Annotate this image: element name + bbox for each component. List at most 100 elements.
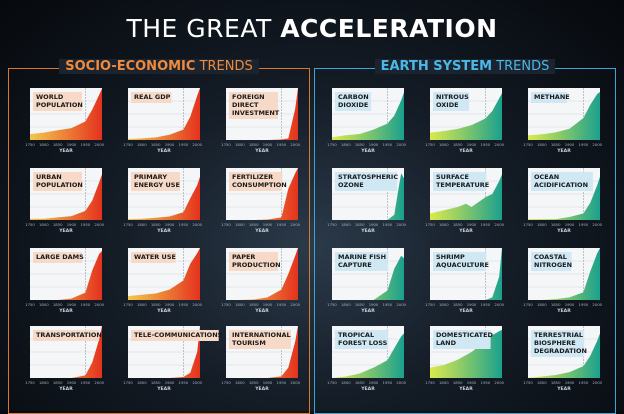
x-tick-label: 1850: [453, 302, 463, 307]
chart-title-line: OXIDE: [436, 101, 459, 109]
x-tick-label: 2000: [494, 302, 504, 307]
x-tick-label: 1950: [81, 222, 91, 227]
x-axis-label: YEAR: [58, 228, 73, 234]
x-tick-label: 1850: [355, 380, 365, 385]
x-tick-label: 1950: [481, 380, 491, 385]
chart-water-use: WATER USE 1750 1800 1850 1900 1950 2000 YEAR: [123, 248, 203, 314]
chart-title-box: [433, 172, 487, 191]
x-tick-label: 1900: [67, 142, 77, 147]
chart-title-box: [131, 330, 219, 341]
earth-panel-title: EARTH SYSTEM TRENDS: [315, 59, 615, 74]
x-tick-label: 2000: [396, 380, 406, 385]
chart-title-box: [33, 330, 100, 341]
x-tick-label: 1950: [277, 302, 287, 307]
series-area: [430, 174, 502, 220]
x-tick-label: 1750: [425, 142, 435, 147]
x-axis-label: YEAR: [58, 386, 73, 392]
x-axis-label: YEAR: [156, 228, 171, 234]
x-tick-label: 1900: [369, 222, 379, 227]
x-tick-label: 1900: [467, 222, 477, 227]
chart-title-box: [433, 92, 470, 111]
x-tick-label: 1900: [467, 380, 477, 385]
chart-title-line: SURFACE: [436, 173, 469, 181]
x-tick-label: 1900: [369, 142, 379, 147]
chart-title-line: DIOXIDE: [338, 101, 368, 109]
x-tick-label: 1950: [481, 222, 491, 227]
chart-title-line: TELE-COMMUNICATIONS: [134, 331, 223, 339]
x-tick-label: 2000: [94, 380, 104, 385]
x-tick-label: 1850: [551, 142, 561, 147]
x-tick-label: 1900: [165, 142, 175, 147]
chart-title-line: PRIMARY: [134, 173, 167, 181]
chart-title-box: [229, 92, 278, 119]
x-tick-label: 1750: [327, 142, 337, 147]
chart-title-box: [335, 330, 389, 349]
x-tick-label: 1850: [249, 380, 259, 385]
chart-title-box: [33, 172, 82, 191]
x-tick-label: 2000: [592, 222, 602, 227]
socio-title-bold: SOCIO-ECONOMIC: [65, 59, 196, 74]
x-tick-label: 1950: [579, 302, 589, 307]
x-tick-label: 1850: [355, 302, 365, 307]
x-axis-label: YEAR: [360, 386, 375, 392]
x-tick-label: 1800: [537, 222, 547, 227]
x-axis-label: YEAR: [254, 148, 269, 154]
x-tick-label: 1850: [551, 222, 561, 227]
x-tick-label: 1850: [249, 142, 259, 147]
x-axis-label: YEAR: [458, 308, 473, 314]
chart-title-line: STRATOSPHERIC: [338, 173, 398, 181]
x-axis-label: YEAR: [458, 148, 473, 154]
chart-title-box: [531, 330, 585, 357]
x-tick-label: 1850: [453, 142, 463, 147]
chart-title-line: CONSUMPTION: [232, 181, 287, 189]
x-tick-label: 2000: [494, 222, 504, 227]
x-axis-label: YEAR: [156, 386, 171, 392]
x-tick-label: 2000: [396, 142, 406, 147]
x-tick-label: 1900: [369, 380, 379, 385]
x-tick-label: 1750: [425, 302, 435, 307]
x-tick-label: 1900: [369, 302, 379, 307]
x-tick-label: 1800: [341, 380, 351, 385]
chart-title-line: FERTILIZER: [232, 173, 273, 181]
x-tick-label: 1800: [39, 142, 49, 147]
x-tick-label: 2000: [290, 302, 300, 307]
chart-title-line: SHRIMP: [436, 253, 465, 261]
chart-title-line: MARINE FISH: [338, 253, 386, 261]
x-axis-label: YEAR: [254, 228, 269, 234]
x-tick-label: 1750: [327, 222, 337, 227]
x-tick-label: 1800: [439, 222, 449, 227]
series-area: [226, 168, 298, 220]
x-tick-label: 1950: [481, 142, 491, 147]
x-tick-label: 1950: [81, 142, 91, 147]
series-area: [30, 174, 102, 220]
x-axis-label: YEAR: [360, 148, 375, 154]
earth-title-bold: EARTH SYSTEM: [380, 59, 493, 74]
series-area: [528, 176, 600, 220]
x-tick-label: 1900: [565, 380, 575, 385]
x-tick-label: 1750: [221, 222, 231, 227]
x-tick-label: 1950: [277, 142, 287, 147]
chart-title-box: [229, 252, 278, 271]
x-tick-label: 1750: [123, 380, 133, 385]
x-axis-label: YEAR: [458, 228, 473, 234]
x-tick-label: 2000: [494, 142, 504, 147]
chart-title-line: LARGE DAMS: [36, 253, 84, 261]
x-tick-label: 1800: [341, 142, 351, 147]
x-tick-label: 1950: [579, 142, 589, 147]
x-tick-label: 1950: [579, 380, 589, 385]
chart-title-line: WATER USE: [134, 253, 176, 261]
chart-large-dams: LARGE DAMS 1750 1800 1850 1900 1950 2000 YEAR: [25, 248, 105, 314]
x-tick-label: 1900: [165, 222, 175, 227]
series-area: [430, 329, 502, 378]
x-tick-label: 1850: [249, 302, 259, 307]
chart-title-box: [335, 172, 397, 191]
x-tick-label: 1750: [327, 302, 337, 307]
